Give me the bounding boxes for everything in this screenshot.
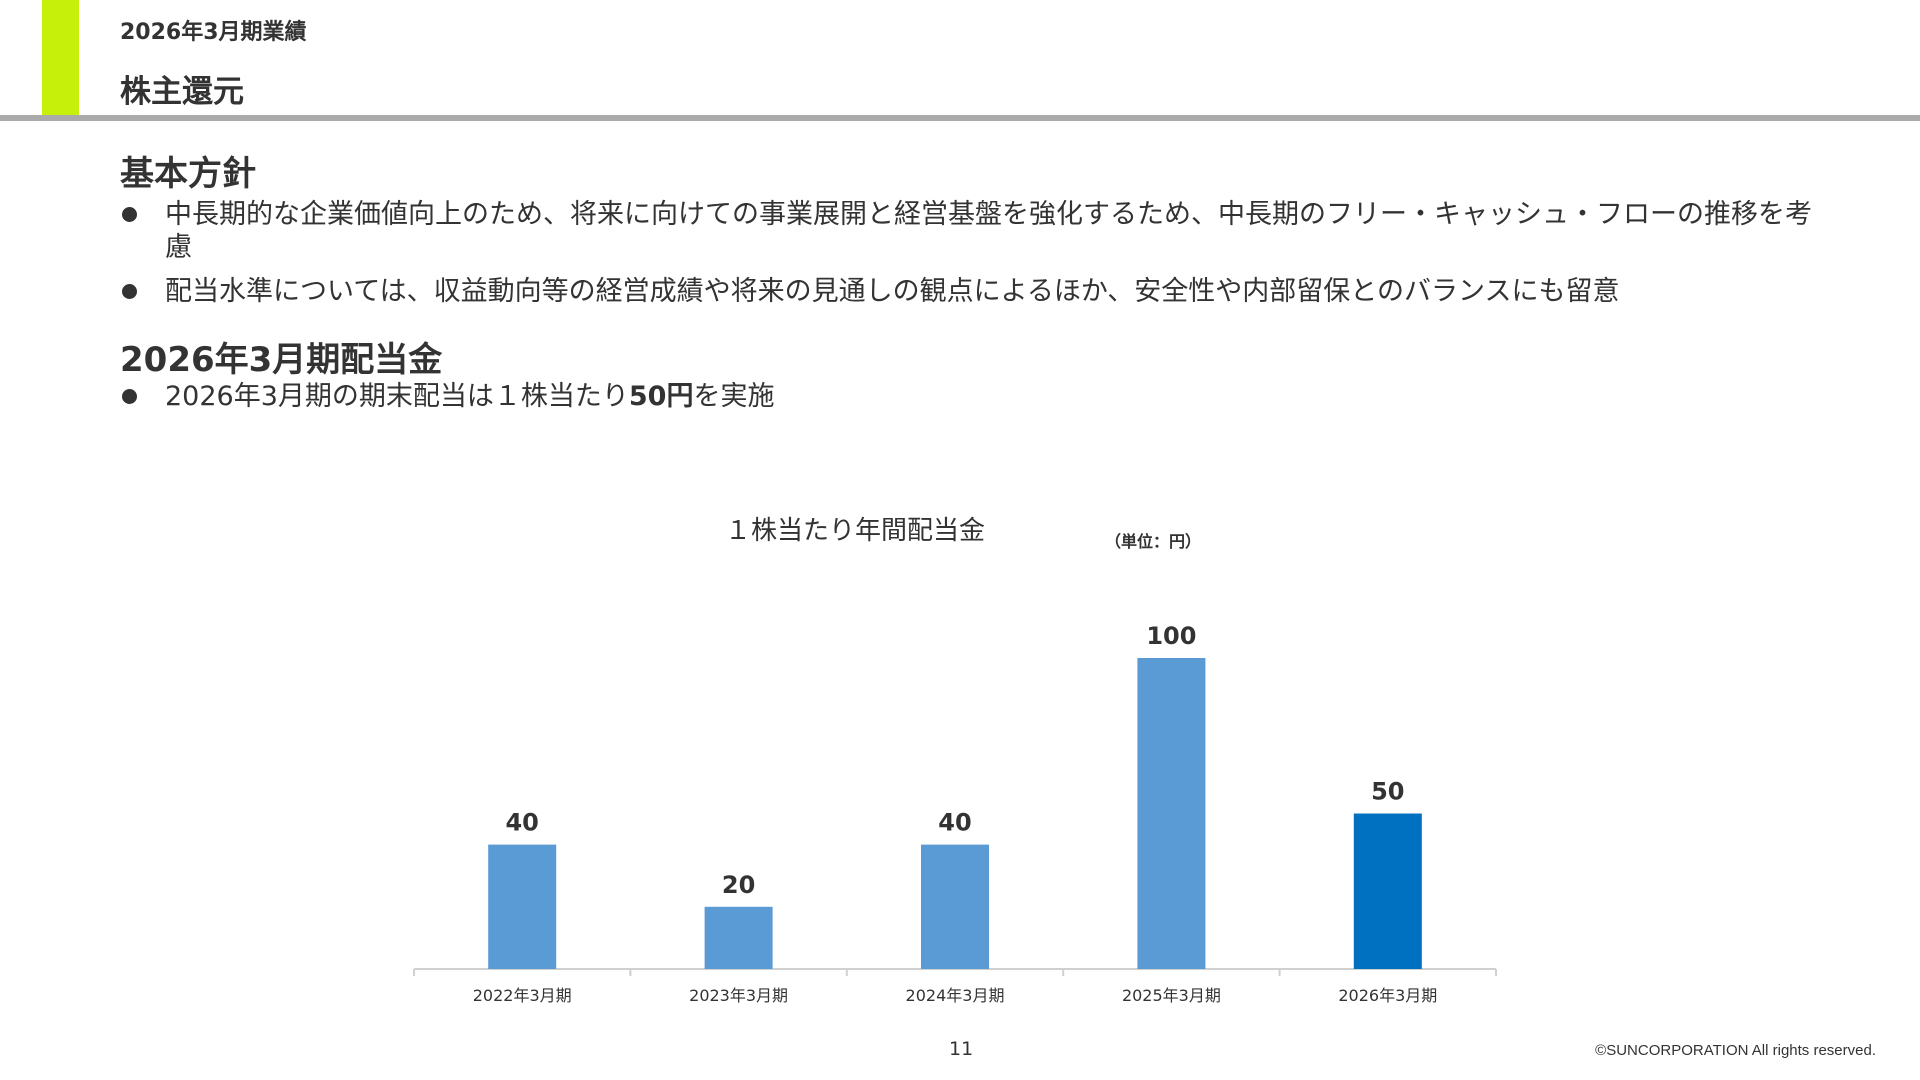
policy-bullet-list: 中長期的な企業価値向上のため、将来に向けての事業展開と経営基盤を強化するため、中… bbox=[120, 198, 1820, 319]
breadcrumb: 2026年3月期業績 bbox=[120, 20, 307, 45]
policy-bullet-2: 配当水準については、収益動向等の経営成績や将来の見通しの観点によるほか、安全性や… bbox=[120, 275, 1820, 308]
bar-5 bbox=[1353, 813, 1422, 969]
x-tick-label: 2025年3月期 bbox=[1122, 986, 1221, 1005]
x-tick-label: 2024年3月期 bbox=[906, 986, 1005, 1005]
x-tick-label: 2022年3月期 bbox=[473, 986, 572, 1005]
bullet-icon bbox=[122, 389, 137, 404]
policy-heading: 基本方針 bbox=[120, 154, 256, 194]
chart-unit: （単位：円） bbox=[1105, 532, 1202, 551]
chart-title: １株当たり年間配当金 bbox=[725, 516, 986, 546]
bar-value-label: 20 bbox=[722, 871, 755, 899]
bar-3 bbox=[921, 844, 989, 969]
dividend-heading: 2026年3月期配当金 bbox=[120, 340, 443, 380]
page-title: 株主還元 bbox=[120, 74, 244, 110]
dividend-bullet: 2026年3月期の期末配当は１株当たり50円を実施 bbox=[120, 380, 1820, 413]
bar-1 bbox=[488, 844, 557, 969]
policy-bullet-2-text: 配当水準については、収益動向等の経営成績や将来の見通しの観点によるほか、安全性や… bbox=[165, 276, 1620, 307]
bullet-icon bbox=[122, 207, 137, 222]
dividend-bullet-prefix: 2026年3月期の期末配当は１株当たり bbox=[165, 381, 629, 412]
bullet-icon bbox=[122, 284, 137, 299]
x-tick-label: 2026年3月期 bbox=[1338, 986, 1437, 1005]
dividend-bullet-list: 2026年3月期の期末配当は１株当たり50円を実施 bbox=[120, 380, 1820, 424]
bar-value-label: 100 bbox=[1146, 622, 1196, 650]
bar-2 bbox=[704, 906, 773, 969]
dividend-bullet-suffix: を実施 bbox=[693, 381, 775, 412]
bar-value-label: 40 bbox=[938, 809, 971, 837]
x-tick-label: 2023年3月期 bbox=[689, 986, 788, 1005]
bar-value-label: 50 bbox=[1371, 778, 1404, 806]
dividend-amount: 50円 bbox=[628, 381, 694, 412]
bar-4 bbox=[1137, 658, 1206, 969]
policy-bullet-1: 中長期的な企業価値向上のため、将来に向けての事業展開と経営基盤を強化するため、中… bbox=[120, 198, 1820, 264]
header-divider bbox=[0, 115, 1920, 121]
page-number: 11 bbox=[949, 1038, 974, 1060]
policy-bullet-1-text: 中長期的な企業価値向上のため、将来に向けての事業展開と経営基盤を強化するため、中… bbox=[165, 199, 1812, 263]
copyright: ©SUNCORPORATION All rights reserved. bbox=[1595, 1042, 1876, 1059]
header-accent-bar bbox=[42, 0, 79, 115]
bar-value-label: 40 bbox=[505, 809, 538, 837]
